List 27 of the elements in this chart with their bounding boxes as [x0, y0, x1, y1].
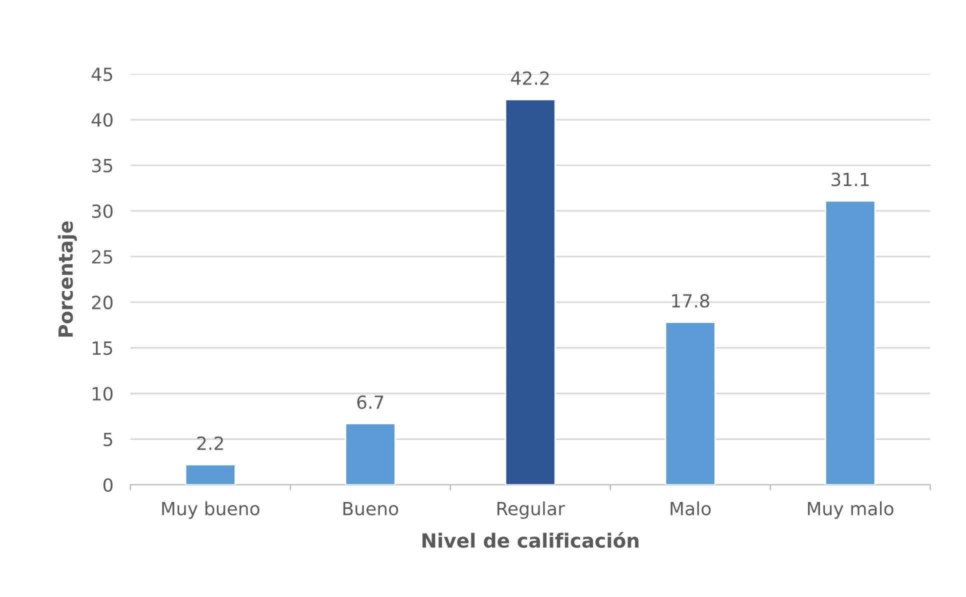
- x-axis-title: Nivel de calificación: [422, 532, 638, 548]
- y-tick-label: 45: [92, 68, 112, 82]
- bar: [824, 200, 876, 485]
- data-label: 42.2: [511, 71, 549, 85]
- y-tick-label: 0: [103, 478, 113, 492]
- x-tick-label: Malo: [670, 501, 711, 516]
- data-label: 31.1: [832, 172, 869, 186]
- x-tick-label: Muy malo: [808, 501, 894, 519]
- data-label: 6.7: [357, 395, 384, 409]
- y-tick-label: 25: [92, 250, 112, 264]
- y-tick-label: 20: [92, 296, 113, 310]
- y-tick-label: 15: [92, 342, 112, 355]
- data-label: 17.8: [672, 294, 710, 308]
- bar: [184, 464, 236, 485]
- x-tick-label: Bueno: [343, 502, 398, 516]
- y-tick-label: 40: [92, 113, 113, 127]
- bar: [664, 322, 716, 485]
- y-tick-label: 10: [92, 386, 113, 401]
- y-axis-title: Porcentaje: [58, 221, 77, 337]
- bar: [344, 422, 396, 485]
- y-tick-label: 5: [104, 432, 112, 446]
- bar: [504, 98, 556, 485]
- x-tick-label: Regular: [497, 501, 565, 519]
- y-tick-label: 30: [92, 204, 113, 218]
- x-tick-label: Muy bueno: [162, 501, 260, 519]
- data-label: 2.2: [197, 436, 223, 450]
- y-tick-label: 35: [92, 158, 112, 172]
